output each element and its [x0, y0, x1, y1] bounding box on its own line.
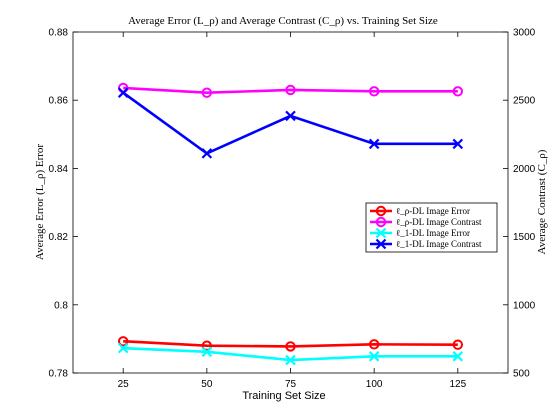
- y-left-tick-label: 0.82: [49, 232, 69, 243]
- plot-area: [72, 31, 509, 374]
- series-x-right: [117, 87, 464, 159]
- legend-marker: [375, 205, 387, 217]
- data-point: [285, 341, 296, 352]
- y-left-tick-label: 0.88: [49, 28, 69, 39]
- x-tick-label: 25: [118, 379, 130, 390]
- y-right-tick-label: 1500: [513, 232, 536, 243]
- chart-title: Average Error (L_ρ) and Average Contrast…: [128, 15, 438, 27]
- legend-label: ℓ_1-DL Image Contrast: [396, 239, 482, 249]
- legend-label: ℓ_1-DL Image Error: [396, 228, 470, 238]
- data-point: [368, 138, 380, 150]
- axis-ticks: 25 50 75 100 125 0.78 0.8 0.82 0.84 0.86 0.88 500 10…: [49, 28, 536, 391]
- legend-label: ℓ_ρ-DL Image Contrast: [396, 217, 482, 227]
- data-point: [201, 148, 213, 159]
- y-right-tick-label: 500: [513, 369, 530, 380]
- y-right-tick-label: 2000: [513, 164, 536, 175]
- y-left-tick-label: 0.84: [49, 164, 69, 175]
- legend-marker: [375, 227, 387, 239]
- data-point: [452, 351, 464, 362]
- y-left-tick-label: 0.78: [49, 369, 69, 380]
- y-axis-right-label: Average Contrast (C_ρ): [536, 149, 548, 254]
- data-point: [285, 354, 296, 366]
- y-left-tick-label: 0.86: [49, 96, 69, 107]
- series-circle-left: [117, 336, 464, 352]
- data-point: [285, 110, 296, 122]
- y-right-tick-label: 2500: [513, 96, 536, 107]
- y-left-tick-label: 0.8: [54, 300, 68, 311]
- data-point: [201, 340, 213, 351]
- data-point: [368, 86, 380, 97]
- data-point: [368, 351, 380, 362]
- legend-label: ℓ_ρ-DL Image Error: [396, 206, 470, 216]
- data-point: [452, 339, 464, 350]
- legend-marker: [375, 238, 387, 250]
- series-line: [123, 339, 458, 348]
- x-axis-label: Training Set Size: [242, 390, 325, 402]
- series-x-left: [117, 342, 464, 366]
- y-right-tick-label: 3000: [513, 28, 536, 39]
- data-point: [452, 138, 464, 150]
- series-layer: [117, 82, 464, 366]
- x-tick-label: 75: [285, 379, 297, 390]
- data-point: [452, 86, 464, 97]
- series-line: [123, 86, 458, 94]
- y-right-tick-label: 1000: [513, 300, 536, 311]
- data-point: [117, 336, 129, 347]
- x-tick-label: 125: [449, 379, 466, 390]
- data-point: [117, 342, 129, 354]
- data-point: [201, 346, 213, 358]
- x-tick-label: 100: [366, 379, 383, 390]
- y-axis-left-label: Average Error (L_ρ) Error: [34, 144, 46, 260]
- data-point: [201, 87, 213, 98]
- x-tick-label: 50: [201, 379, 213, 390]
- legend-marker: [375, 216, 387, 228]
- data-point: [117, 87, 129, 98]
- data-point: [285, 84, 296, 96]
- data-point: [368, 339, 380, 350]
- series-circle-right: [117, 82, 464, 98]
